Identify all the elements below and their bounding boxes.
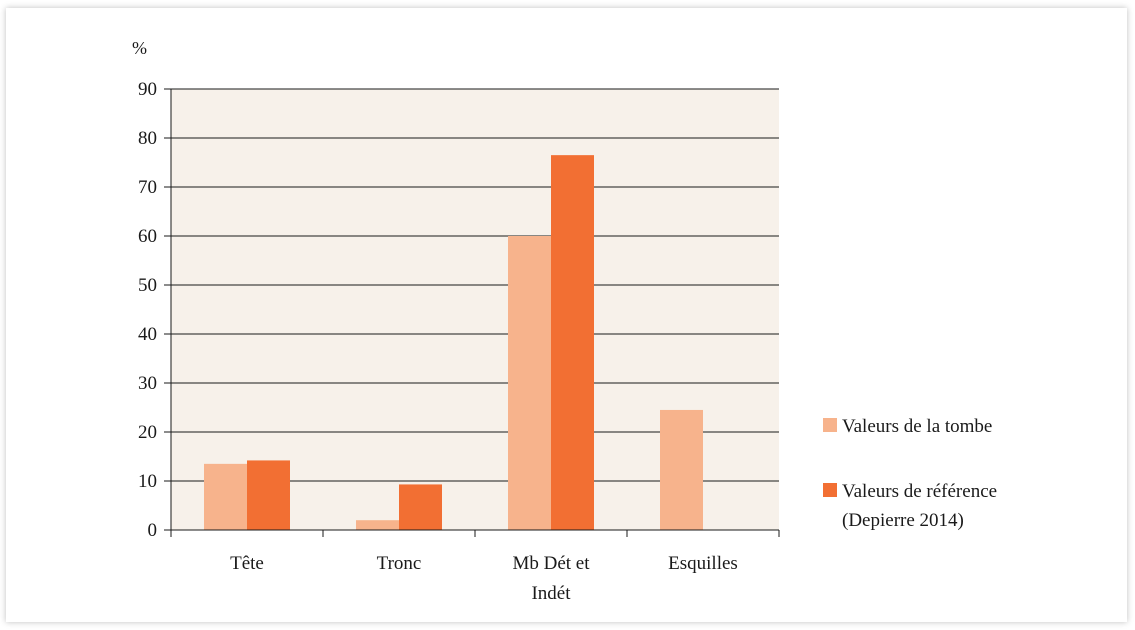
bar [247,460,290,530]
y-tick-label: 60 [138,226,157,247]
axes [170,89,780,537]
legend-label: (Depierre 2014) [842,510,964,531]
bar [204,463,247,530]
y-axis-unit-label: % [132,38,147,58]
x-tick-labels: Tête Tronc Mb Dét et Indét Esquilles [230,553,738,604]
y-tick-label: 40 [138,324,157,345]
bar [399,484,442,530]
bar [551,155,594,530]
x-tick-label: Tronc [377,553,422,574]
x-tick-label: Esquilles [668,553,738,574]
legend-label: Valeurs de la tombe [842,416,992,437]
bar [356,520,399,530]
y-tick-label: 80 [138,128,157,149]
y-tick-label: 90 [138,79,157,100]
y-tick-label: 20 [138,422,157,443]
bar [508,236,551,530]
bar [660,409,703,530]
bars [204,155,703,530]
y-tick-label: 10 [138,471,157,492]
x-tick-label: Tête [230,553,264,574]
y-tick-label: 0 [148,520,158,541]
y-tick-label: 50 [138,275,157,296]
legend-label: Valeurs de référence [842,481,997,502]
y-tick-label: 30 [138,373,157,394]
y-tick-label: 70 [138,177,157,198]
legend-swatch [823,483,837,497]
y-tick-labels: 0 10 20 30 40 50 60 70 80 90 [138,79,157,541]
x-tick-label: Mb Dét et [512,553,590,574]
legend-swatch [823,418,837,432]
x-tick-label: Indét [531,583,571,604]
legend: Valeurs de la tombe Valeurs de référence (… [823,416,997,531]
